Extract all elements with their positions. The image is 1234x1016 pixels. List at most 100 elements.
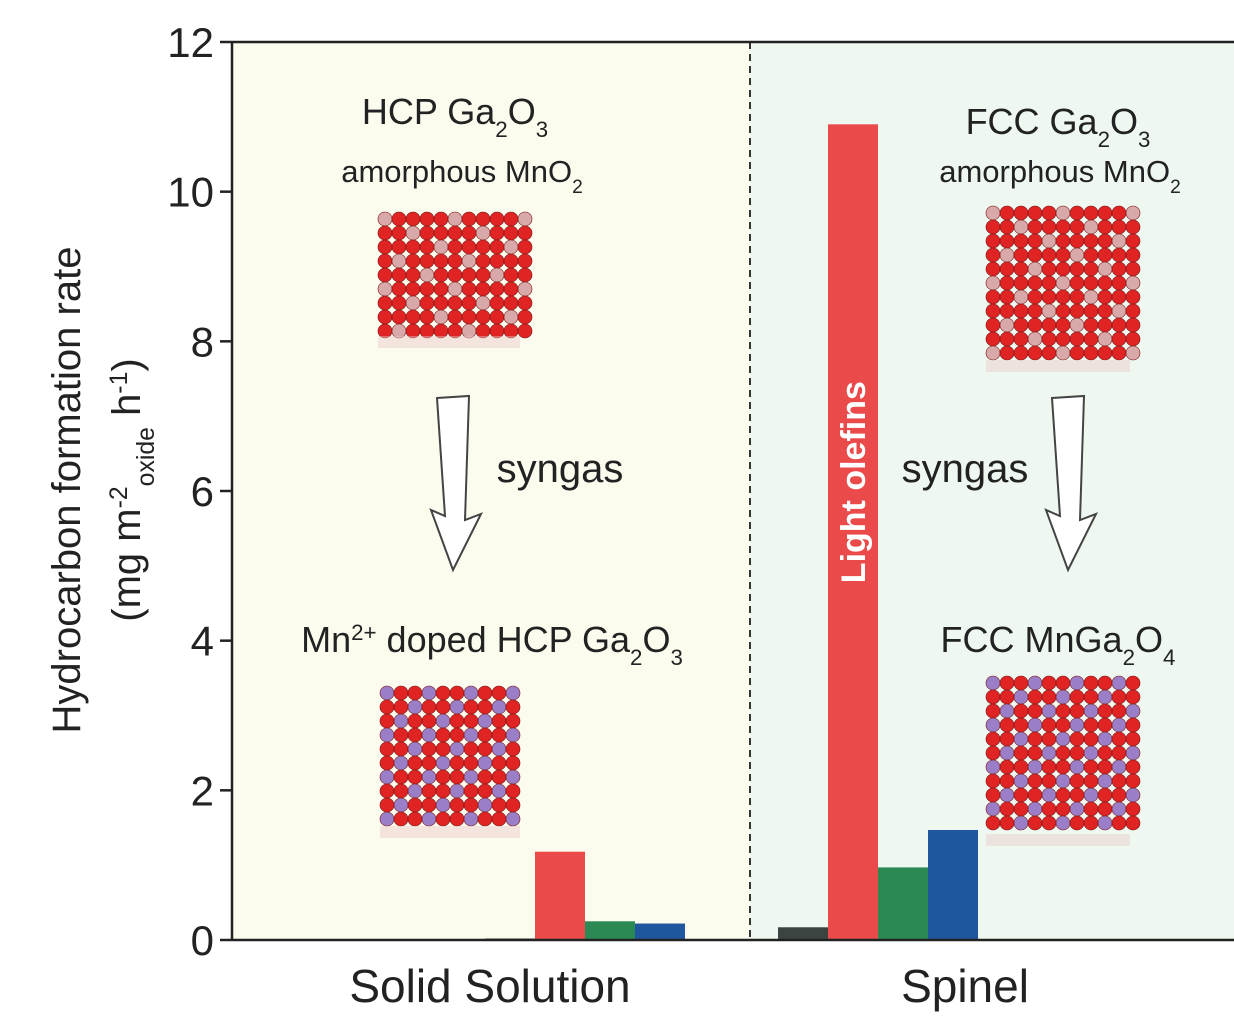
atom	[1126, 746, 1140, 760]
atom	[420, 296, 434, 310]
atom	[1084, 304, 1098, 318]
atom	[506, 784, 520, 798]
atom	[1070, 690, 1084, 704]
atom	[1084, 802, 1098, 816]
atom	[1028, 332, 1042, 346]
atom	[1070, 304, 1084, 318]
atom	[1014, 774, 1028, 788]
atom	[1014, 760, 1028, 774]
atom	[450, 714, 464, 728]
atom	[518, 324, 532, 338]
atom	[1028, 304, 1042, 318]
atom	[392, 282, 406, 296]
atom	[1098, 262, 1112, 276]
atom	[1056, 676, 1070, 690]
atom	[394, 728, 408, 742]
atom	[504, 226, 518, 240]
atom	[1126, 774, 1140, 788]
atom	[1042, 234, 1056, 248]
atom	[518, 282, 532, 296]
bar	[928, 830, 978, 940]
atom	[1112, 774, 1126, 788]
atom	[464, 686, 478, 700]
atom	[504, 310, 518, 324]
atom	[380, 812, 394, 826]
atom	[1112, 318, 1126, 332]
atom	[394, 812, 408, 826]
atom	[420, 226, 434, 240]
atom	[1028, 704, 1042, 718]
atom	[408, 812, 422, 826]
atom	[448, 212, 462, 226]
atom	[378, 226, 392, 240]
atom	[492, 742, 506, 756]
atom	[1126, 718, 1140, 732]
atom	[1056, 248, 1070, 262]
atom	[406, 226, 420, 240]
atom	[448, 226, 462, 240]
atom	[394, 742, 408, 756]
atom	[986, 718, 1000, 732]
atom	[1126, 304, 1140, 318]
atom	[1126, 704, 1140, 718]
atom	[478, 714, 492, 728]
atom	[450, 728, 464, 742]
atom	[462, 240, 476, 254]
atom	[986, 732, 1000, 746]
atom	[392, 324, 406, 338]
atom	[1112, 290, 1126, 304]
atom	[1126, 788, 1140, 802]
atom	[462, 254, 476, 268]
text-segment: FCC Ga	[966, 101, 1099, 142]
atom	[1098, 746, 1112, 760]
atom	[380, 742, 394, 756]
atom	[476, 254, 490, 268]
atom	[1084, 760, 1098, 774]
atom	[408, 686, 422, 700]
atom	[1014, 318, 1028, 332]
atom	[1084, 676, 1098, 690]
atom	[1098, 248, 1112, 262]
atom	[1014, 206, 1028, 220]
atom	[436, 728, 450, 742]
atom	[1126, 732, 1140, 746]
atom	[1000, 262, 1014, 276]
atom	[1028, 760, 1042, 774]
atom	[1070, 346, 1084, 360]
atom	[1028, 248, 1042, 262]
atom	[408, 700, 422, 714]
atom	[392, 268, 406, 282]
text-segment: 4	[1163, 645, 1175, 670]
atom	[1098, 718, 1112, 732]
atom	[1112, 788, 1126, 802]
atom	[506, 812, 520, 826]
atom	[1014, 290, 1028, 304]
atom	[1014, 304, 1028, 318]
text-segment: 2	[1123, 645, 1135, 670]
atom	[378, 282, 392, 296]
atom	[422, 784, 436, 798]
text-segment: HCP Ga	[362, 91, 496, 132]
atom	[394, 700, 408, 714]
bar	[635, 924, 685, 940]
atom	[986, 760, 1000, 774]
annotation: syngas	[497, 447, 624, 491]
atom	[1070, 276, 1084, 290]
atom	[1056, 802, 1070, 816]
y-tick-label: 12	[167, 19, 214, 66]
atom	[986, 220, 1000, 234]
atom	[1014, 802, 1028, 816]
atom	[986, 690, 1000, 704]
atom	[1000, 346, 1014, 360]
atom	[476, 324, 490, 338]
atom	[986, 318, 1000, 332]
atom	[422, 714, 436, 728]
atom	[394, 798, 408, 812]
atom	[1014, 346, 1028, 360]
atom	[478, 728, 492, 742]
atom	[1042, 690, 1056, 704]
atom	[1042, 332, 1056, 346]
atom	[1028, 690, 1042, 704]
y-tick-label: 8	[191, 318, 214, 365]
atom	[1126, 262, 1140, 276]
